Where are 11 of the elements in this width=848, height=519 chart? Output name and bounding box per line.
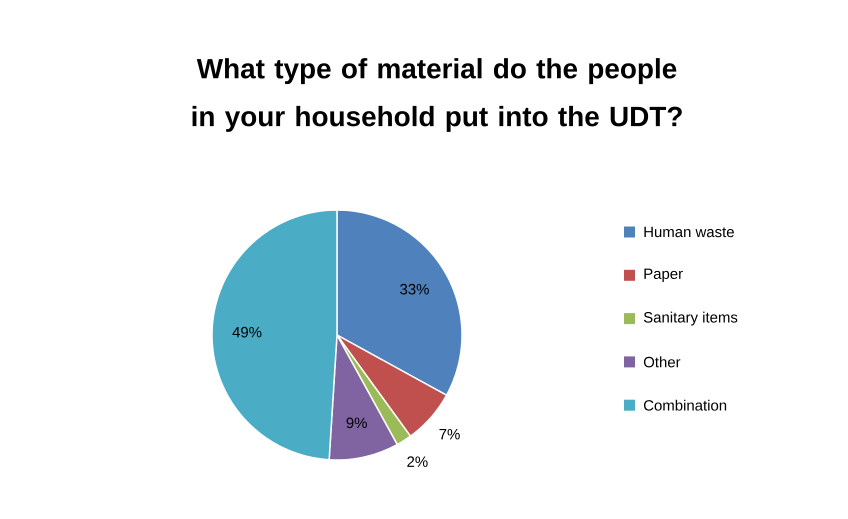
legend-label: Sanitary items: [644, 312, 738, 326]
legend-label: Paper: [644, 268, 683, 282]
legend-label: Combination: [644, 400, 726, 411]
data-label: 2%: [407, 456, 428, 467]
legend-label: Other: [644, 356, 680, 368]
data-label: 7%: [439, 428, 460, 440]
legend-label: Human waste: [644, 226, 734, 238]
data-label: 49%: [232, 326, 262, 338]
data-label: 33%: [400, 284, 429, 294]
data-label: 9%: [346, 418, 367, 428]
chart-title: What type of material do the people in your household put into the UDT?: [192, 58, 682, 132]
